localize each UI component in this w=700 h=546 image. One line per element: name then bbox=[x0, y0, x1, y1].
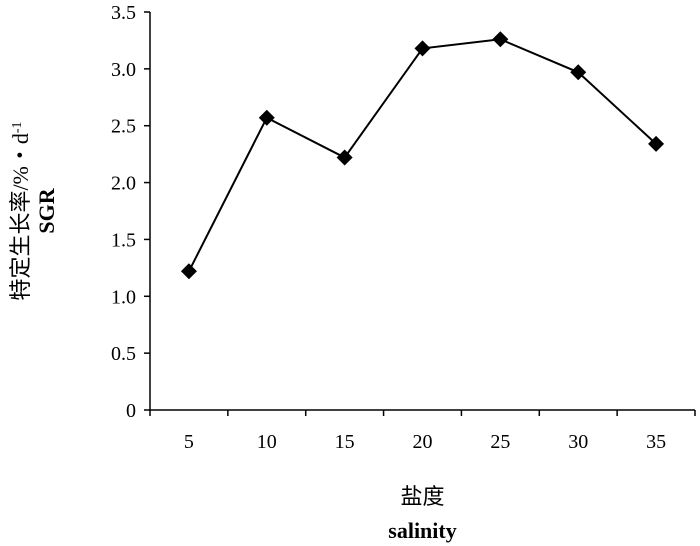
x-tick-label: 15 bbox=[335, 431, 355, 453]
y-axis-title: 特定生长率/%・d-1 bbox=[8, 121, 33, 300]
data-point-diamond bbox=[570, 64, 587, 81]
y-tick-label: 1.0 bbox=[111, 286, 136, 308]
data-point-diamond bbox=[258, 109, 275, 126]
y-axis-title-main: 特定生长率/%・d bbox=[8, 133, 33, 300]
x-tick-label: 30 bbox=[568, 431, 588, 453]
y-tick-label: 3.0 bbox=[111, 59, 136, 81]
y-tick-label: 2.5 bbox=[111, 116, 136, 138]
data-point-diamond bbox=[180, 263, 197, 280]
x-tick-label: 20 bbox=[413, 431, 433, 453]
y-axis-title-english: SGR bbox=[34, 187, 59, 233]
data-point-diamond bbox=[336, 149, 353, 166]
series-layer bbox=[180, 31, 665, 280]
y-tick-label: 3.5 bbox=[111, 2, 136, 24]
y-tick-label: 0 bbox=[126, 400, 136, 422]
x-tick-label: 10 bbox=[257, 431, 277, 453]
data-point-diamond bbox=[414, 40, 431, 57]
x-axis-title: 盐度 bbox=[400, 484, 444, 509]
y-tick-label: 1.5 bbox=[111, 229, 136, 251]
y-ticks: 0 0.5 1.0 1.5 2.0 2.5 3.0 3.5 bbox=[111, 2, 150, 422]
data-point-diamond bbox=[492, 31, 509, 48]
series-line bbox=[188, 38, 657, 272]
data-point-diamond bbox=[648, 135, 665, 152]
y-axis-title-superscript: -1 bbox=[10, 121, 25, 133]
x-tick-label: 5 bbox=[184, 431, 194, 453]
y-tick-label: 0.5 bbox=[111, 343, 136, 365]
x-axis-title-english: salinity bbox=[388, 518, 456, 543]
x-tick-label: 25 bbox=[490, 431, 510, 453]
x-tick-label: 35 bbox=[646, 431, 666, 453]
chart-axes bbox=[149, 12, 695, 411]
x-ticks: 5 10 15 20 25 30 35 bbox=[149, 410, 696, 453]
y-tick-label: 2.0 bbox=[111, 173, 136, 195]
